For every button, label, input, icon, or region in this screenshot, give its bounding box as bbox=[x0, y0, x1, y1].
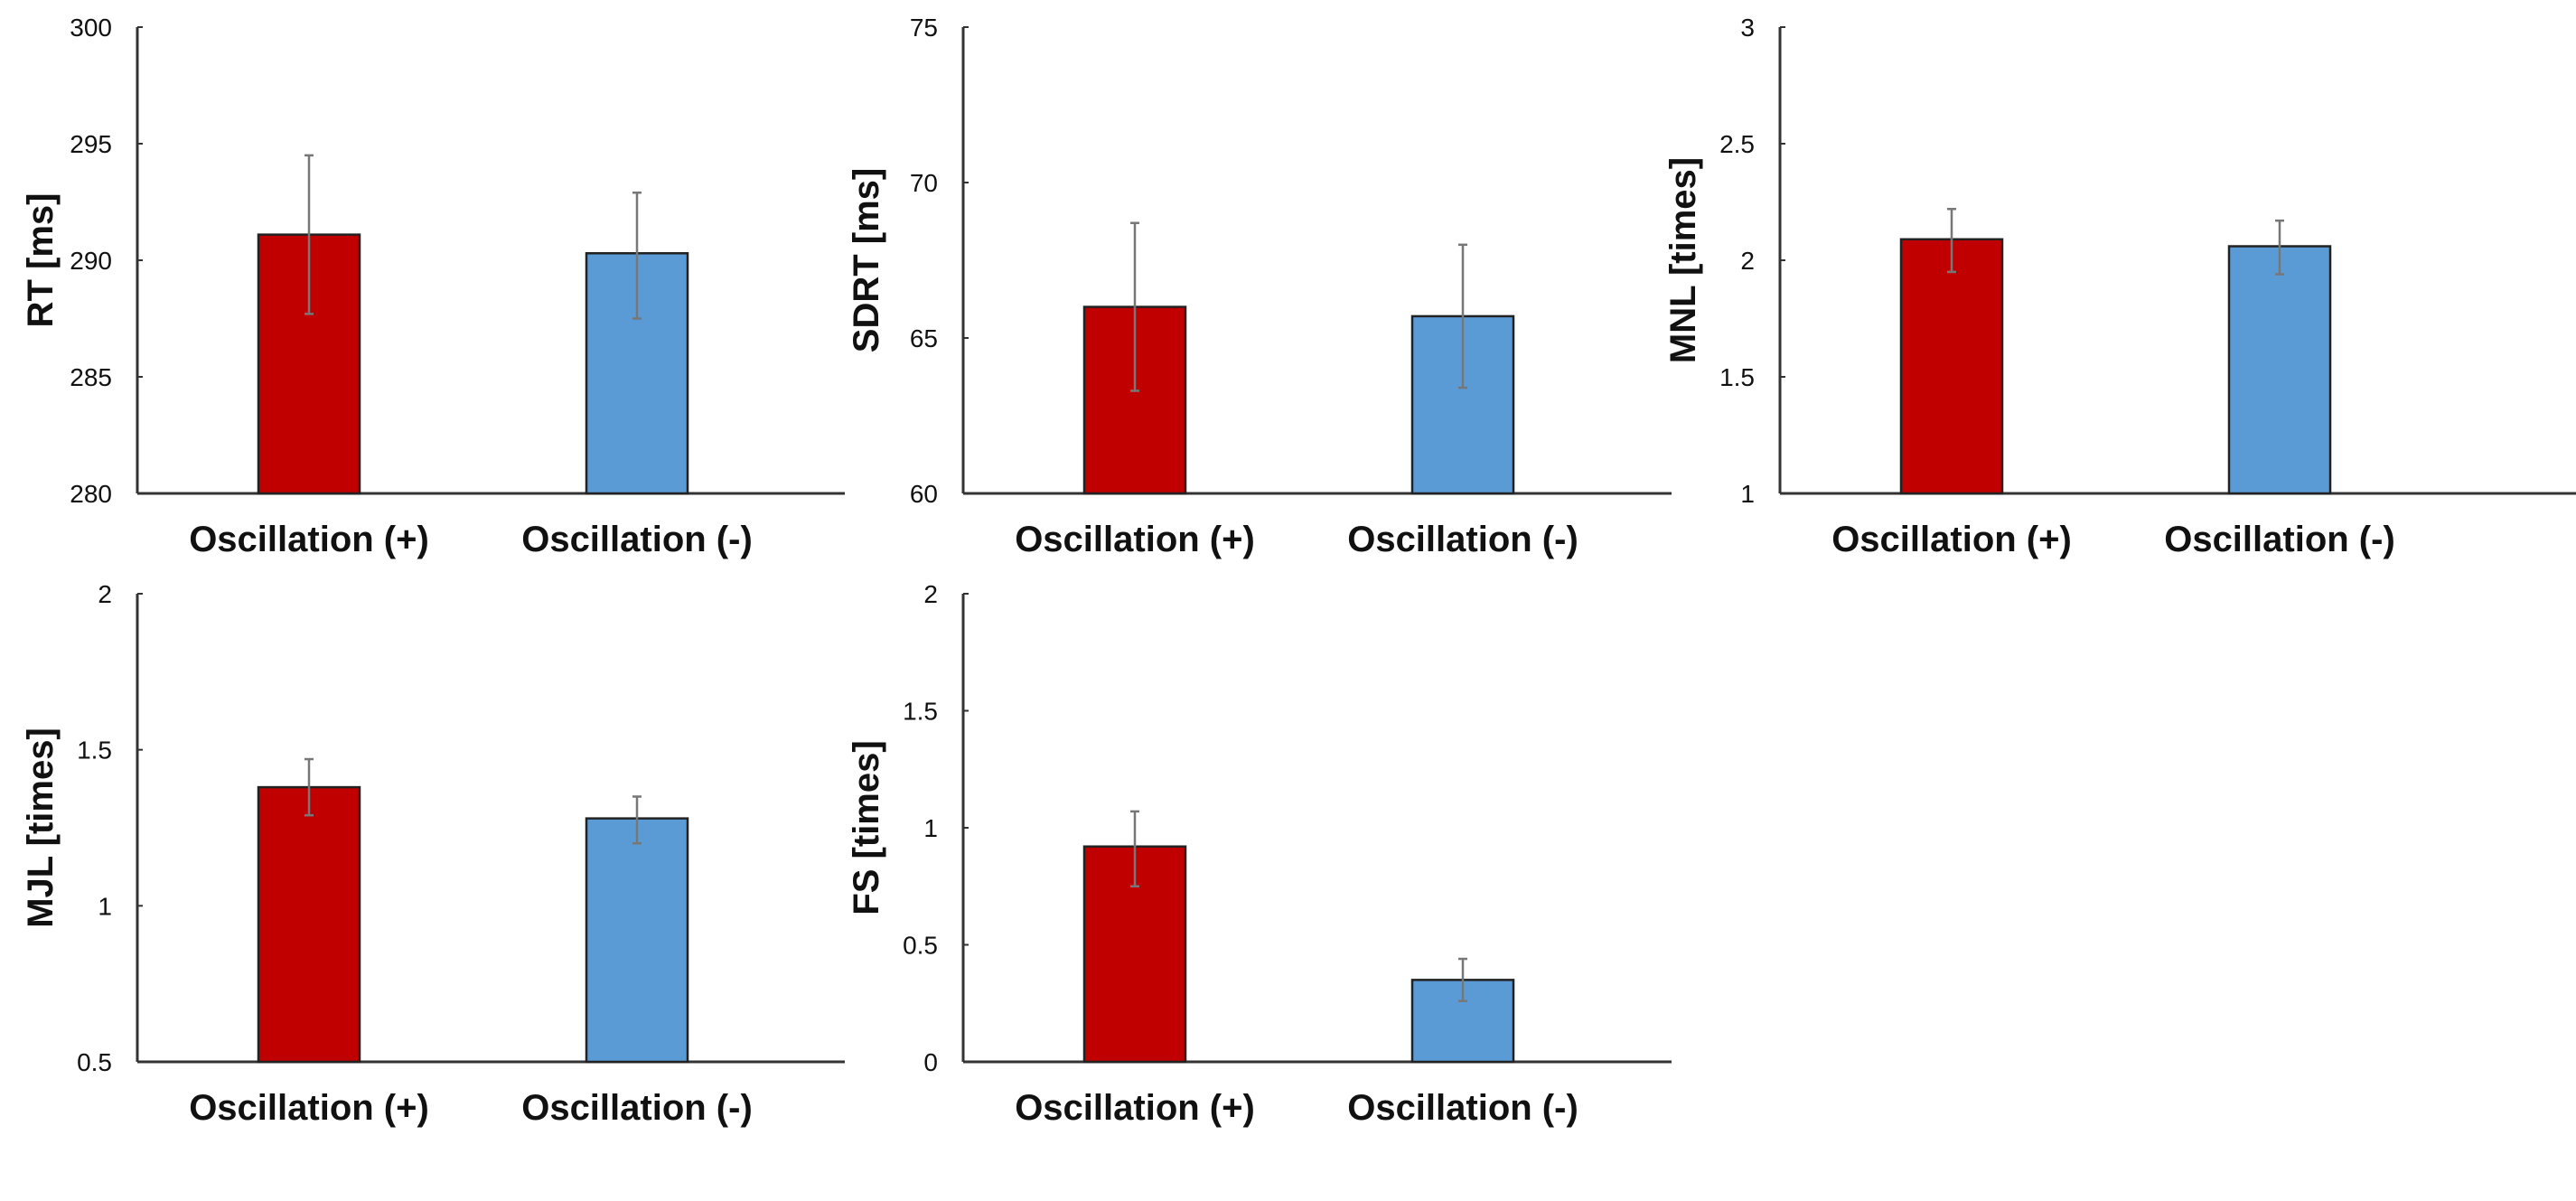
y-tick-label: 300 bbox=[70, 14, 112, 42]
y-axis-label: FS [times] bbox=[847, 740, 886, 915]
y-tick-label: 285 bbox=[70, 363, 112, 391]
chart-panel-4: 0.5 1 1.5 2 MJL [times] Oscillation (+) Oscill… bbox=[21, 580, 845, 1128]
y-tick-label: 1 bbox=[98, 892, 112, 920]
bar-oscillation-plus bbox=[257, 785, 361, 1064]
category-label: Oscillation (-) bbox=[1347, 1088, 1578, 1128]
chart-panel-5: 0 0.5 1 1.5 2 FS [times] Oscillation (+) Oscill… bbox=[847, 580, 1672, 1128]
y-tick-label: 0.5 bbox=[903, 932, 938, 960]
chart-panel-1: 280 285 290 295 300 RT [ms] Oscillation (+) Osc… bbox=[21, 14, 845, 559]
chart-panel-2: 60 65 70 75 SDRT [ms] Oscillation (+) Oscillat… bbox=[847, 14, 1672, 559]
y-tick-label: 75 bbox=[910, 14, 938, 42]
category-label: Oscillation (+) bbox=[1015, 1088, 1255, 1128]
category-label: Oscillation (-) bbox=[521, 520, 753, 559]
chart-panel-3: 1 1.5 2 2.5 3 MNL [times] Oscillation (+) Oscil… bbox=[1663, 14, 2576, 559]
y-tick-label: 3 bbox=[1740, 14, 1755, 42]
y-tick-label: 0.5 bbox=[77, 1048, 112, 1076]
category-label: Oscillation (+) bbox=[189, 1088, 429, 1128]
y-tick-label: 1 bbox=[923, 814, 938, 842]
category-label: Oscillation (+) bbox=[1831, 520, 2072, 559]
y-axis-label: SDRT [ms] bbox=[847, 168, 886, 352]
y-axis-label: MJL [times] bbox=[21, 727, 61, 928]
y-tick-label: 1.5 bbox=[903, 698, 938, 726]
y-tick-label: 70 bbox=[910, 169, 938, 197]
y-tick-label: 1.5 bbox=[77, 737, 112, 765]
bar-oscillation-minus bbox=[585, 817, 689, 1064]
category-label: Oscillation (+) bbox=[1015, 520, 1255, 559]
y-tick-label: 280 bbox=[70, 480, 112, 508]
y-tick-label: 60 bbox=[910, 480, 938, 508]
y-tick-label: 0 bbox=[923, 1048, 938, 1076]
y-tick-label: 290 bbox=[70, 247, 112, 275]
category-label: Oscillation (-) bbox=[2164, 520, 2395, 559]
bar-oscillation-plus bbox=[1899, 238, 2004, 495]
y-tick-label: 2 bbox=[98, 580, 112, 608]
y-tick-label: 2 bbox=[923, 580, 938, 608]
bar-oscillation-minus bbox=[2227, 245, 2332, 495]
y-axis-label: RT [ms] bbox=[21, 193, 61, 328]
y-tick-label: 1.5 bbox=[1719, 363, 1755, 391]
y-tick-label: 295 bbox=[70, 130, 112, 158]
category-label: Oscillation (+) bbox=[189, 520, 429, 559]
category-label: Oscillation (-) bbox=[521, 1088, 753, 1128]
category-label: Oscillation (-) bbox=[1347, 520, 1578, 559]
y-tick-label: 2.5 bbox=[1719, 130, 1755, 158]
y-tick-label: 1 bbox=[1740, 480, 1755, 508]
y-tick-label: 65 bbox=[910, 324, 938, 352]
y-tick-label: 2 bbox=[1740, 247, 1755, 275]
y-axis-label: MNL [times] bbox=[1663, 157, 1703, 363]
